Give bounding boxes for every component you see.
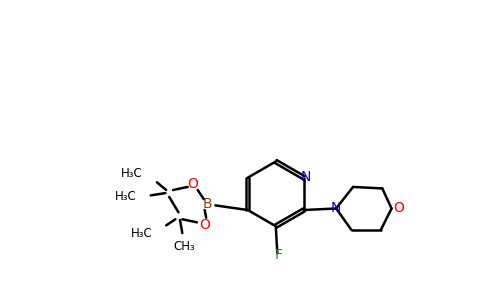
Text: H₃C: H₃C <box>131 227 152 240</box>
Text: O: O <box>199 218 210 233</box>
Text: N: N <box>301 170 311 184</box>
Text: H₃C: H₃C <box>121 167 143 180</box>
Text: B: B <box>203 197 212 211</box>
Text: O: O <box>187 177 198 191</box>
Text: F: F <box>275 248 283 262</box>
Text: O: O <box>393 202 404 215</box>
Text: N: N <box>330 201 341 215</box>
Text: CH₃: CH₃ <box>173 240 195 253</box>
Text: H₃C: H₃C <box>115 190 137 203</box>
